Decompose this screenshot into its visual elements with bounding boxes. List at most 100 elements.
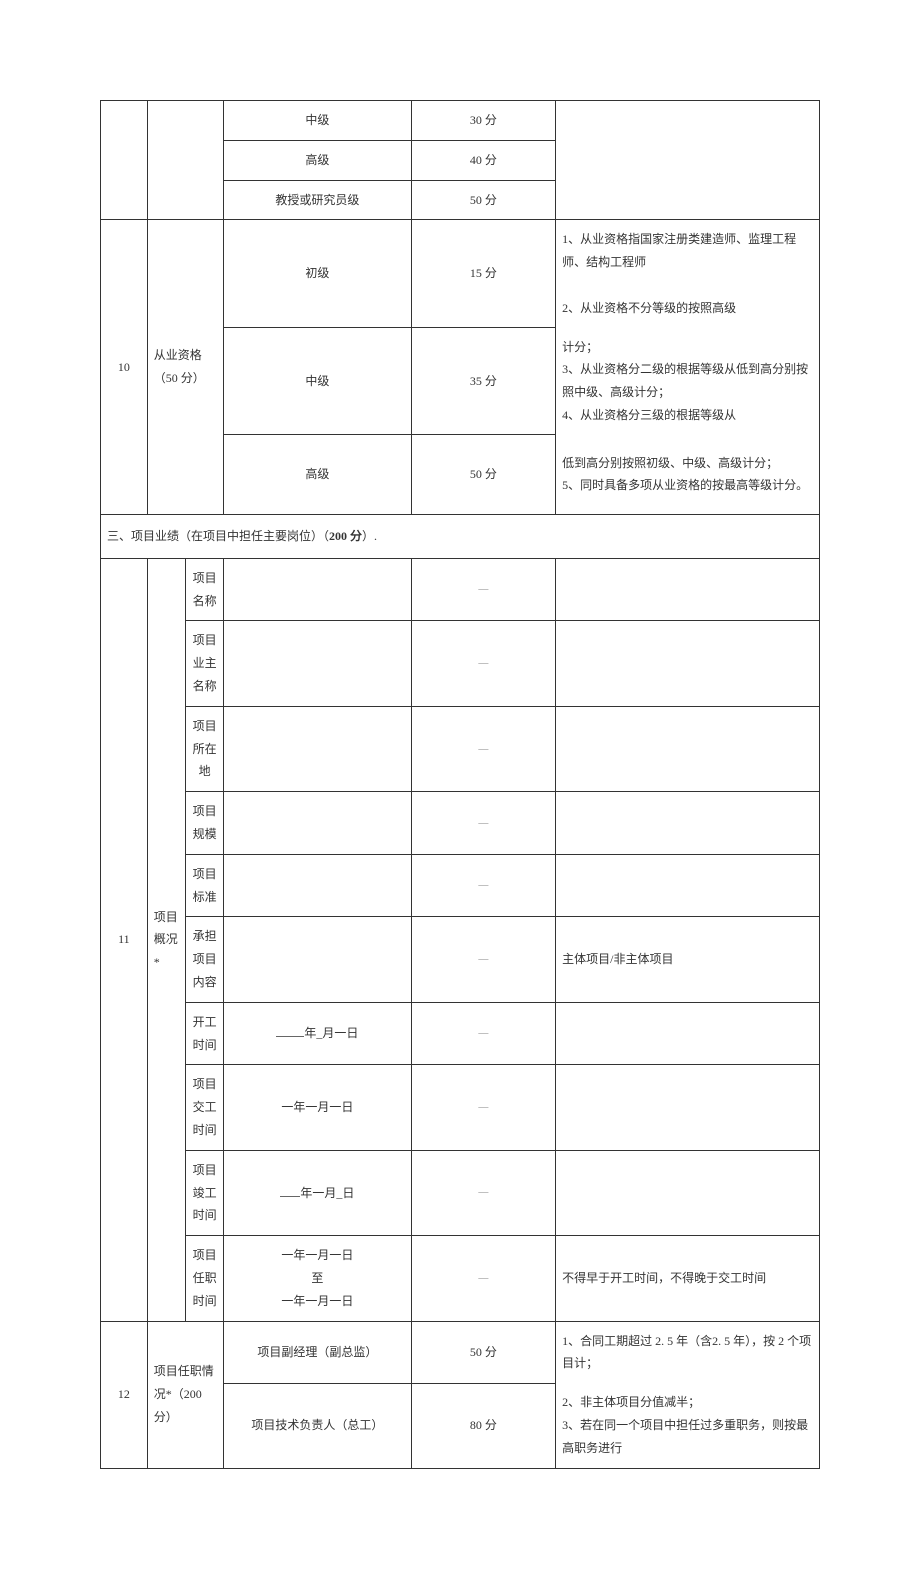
row-10-note2b: 计分； xyxy=(562,340,598,354)
row-11-service-time-line1: 一年一月一日 xyxy=(281,1248,353,1262)
row-10-note-bot: 低到高分别按照初级、中级、高级计分； 5、同时具备多项从业资格的按最高等级计分。 xyxy=(556,435,820,515)
row-11-item-0-value xyxy=(224,558,411,621)
row-11-service-time-note: 不得早于开工时间，不得晚于交工时间 xyxy=(556,1236,820,1321)
row-10-level-low-name: 初级 xyxy=(224,220,411,328)
row-9-level-high-score: 40 分 xyxy=(411,140,556,180)
row-11-start-time-dash: — xyxy=(411,1002,556,1065)
row-12-role-1-score: 80 分 xyxy=(411,1383,556,1468)
row-11-start-time-value: 年_月一日 xyxy=(224,1002,411,1065)
row-12-note-top: 1、合同工期超过 2. 5 年（含2. 5 年），按 2 个项目计； xyxy=(556,1321,820,1383)
row-11-complete-time-suffix: 年一月_日 xyxy=(300,1186,354,1200)
row-11-delivery-time-value: 一年一月一日 xyxy=(224,1065,411,1150)
row-12-role-0-score: 50 分 xyxy=(411,1321,556,1383)
row-11-item-1-note xyxy=(556,621,820,706)
row-9-level-high-name: 高级 xyxy=(224,140,411,180)
row-11-item-4: 项目标准 — xyxy=(101,854,820,917)
row-11-item-0: 11 项目概况* 项目名称 — xyxy=(101,558,820,621)
row-11-item-3-value xyxy=(224,792,411,855)
row-11-num: 11 xyxy=(101,558,148,1321)
row-9-level-mid-name: 中级 xyxy=(224,101,411,141)
row-11-item-1: 项目业主名称 — xyxy=(101,621,820,706)
row-12-num: 12 xyxy=(101,1321,148,1468)
row-10-note1: 1、从业资格指国家注册类建造师、监理工程师、结构工程师 xyxy=(562,232,796,269)
row-11-item-0-dash: — xyxy=(411,558,556,621)
row-11-delivery-time-label: 项目交工时间 xyxy=(186,1065,224,1150)
row-10-note4b: 低到高分别按照初级、中级、高级计分； xyxy=(562,456,778,470)
row-12-role-1-name: 项目技术负责人（总工） xyxy=(224,1383,411,1468)
row-10-num: 10 xyxy=(101,220,148,515)
row-11-start-time-label: 开工时间 xyxy=(186,1002,224,1065)
row-11-item-4-value xyxy=(224,854,411,917)
row-11-start-time-note xyxy=(556,1002,820,1065)
row-11-item-2-value xyxy=(224,706,411,791)
row-11-item-5-label: 承担项目内容 xyxy=(186,917,224,1002)
row-12-note3: 3、若在同一个项目中担任过多重职务，则按最高职务进行 xyxy=(562,1418,808,1455)
row-11-item-4-note xyxy=(556,854,820,917)
row-11-item-1-dash: — xyxy=(411,621,556,706)
row-10-note3: 3、从业资格分二级的根据等级从低到高分别按照中级、高级计分； xyxy=(562,362,808,399)
row-12-title: 项目任职情况*（200 分） xyxy=(147,1321,224,1468)
row-11-service-time-label: 项目任职时间 xyxy=(186,1236,224,1321)
section-3-prefix: 三、项目业绩（在项目中担任主要岗位）（ xyxy=(107,529,329,543)
row-11-item-2-note xyxy=(556,706,820,791)
section-3-suffix: ）. xyxy=(362,529,377,543)
row-11-start-time: 开工时间 年_月一日 — xyxy=(101,1002,820,1065)
row-12-note-bot: 2、非主体项目分值减半； 3、若在同一个项目中担任过多重职务，则按最高职务进行 xyxy=(556,1383,820,1468)
row-11-complete-time-dash: — xyxy=(411,1150,556,1235)
row-11-service-time-line2: 一年一月一日 xyxy=(281,1294,353,1308)
row-11-item-3-label: 项目规模 xyxy=(186,792,224,855)
row-10-note5: 5、同时具备多项从业资格的按最高等级计分。 xyxy=(562,478,808,492)
row-11-complete-time-note xyxy=(556,1150,820,1235)
section-3-header: 三、项目业绩（在项目中担任主要岗位）（200 分）. xyxy=(101,515,820,559)
row-11-item-3-dash: — xyxy=(411,792,556,855)
row-12-note1: 1、合同工期超过 2. 5 年（含2. 5 年），按 2 个项目计； xyxy=(562,1334,811,1371)
row-11-item-5-note: 主体项目/非主体项目 xyxy=(556,917,820,1002)
row-11-item-2-label: 项目所在地 xyxy=(186,706,224,791)
row-11-item-2: 项目所在地 — xyxy=(101,706,820,791)
row-9-level-mid-score: 30 分 xyxy=(411,101,556,141)
row-12-role-0: 12 项目任职情况*（200 分） 项目副经理（副总监） 50 分 1、合同工期… xyxy=(101,1321,820,1383)
row-10-title: 从业资格（50 分） xyxy=(147,220,224,515)
section-3-header-row: 三、项目业绩（在项目中担任主要岗位）（200 分）. xyxy=(101,515,820,559)
row-11-item-5-dash: — xyxy=(411,917,556,1002)
row-11-item-0-label: 项目名称 xyxy=(186,558,224,621)
row-11-item-4-label: 项目标准 xyxy=(186,854,224,917)
row-11-item-3: 项目规模 — xyxy=(101,792,820,855)
row-11-service-time-value: 一年一月一日 至 一年一月一日 xyxy=(224,1236,411,1321)
section-3-bold: 200 分 xyxy=(329,529,362,543)
row-11-item-1-value xyxy=(224,621,411,706)
main-table: 中级 30 分 高级 40 分 教授或研究员级 50 分 10 从业资格（50 … xyxy=(100,100,820,1469)
row-9-level-mid: 中级 30 分 xyxy=(101,101,820,141)
row-10-level-mid-name: 中级 xyxy=(224,328,411,435)
row-11-item-0-note xyxy=(556,558,820,621)
row-9-title-empty xyxy=(147,101,224,220)
row-11-item-2-dash: — xyxy=(411,706,556,791)
row-10-level-low: 10 从业资格（50 分） 初级 15 分 1、从业资格指国家注册类建造师、监理… xyxy=(101,220,820,328)
row-10-note-mid: 计分； 3、从业资格分二级的根据等级从低到高分别按照中级、高级计分； 4、从业资… xyxy=(556,328,820,435)
row-10-level-mid-score: 35 分 xyxy=(411,328,556,435)
row-11-item-5-value xyxy=(224,917,411,1002)
row-11-title: 项目概况* xyxy=(147,558,185,1321)
row-10-level-high-name: 高级 xyxy=(224,435,411,515)
row-11-item-3-note xyxy=(556,792,820,855)
row-10-level-low-score: 15 分 xyxy=(411,220,556,328)
row-9-level-prof-name: 教授或研究员级 xyxy=(224,180,411,220)
row-11-service-time-mid: 至 xyxy=(311,1271,323,1285)
row-9-note-empty xyxy=(556,101,820,220)
row-10-note-top: 1、从业资格指国家注册类建造师、监理工程师、结构工程师 2、从业资格不分等级的按… xyxy=(556,220,820,328)
row-11-delivery-time-dash: — xyxy=(411,1065,556,1150)
row-11-delivery-time-note xyxy=(556,1065,820,1150)
row-11-complete-time-label: 项目竣工时间 xyxy=(186,1150,224,1235)
row-9-num-empty xyxy=(101,101,148,220)
row-11-complete-time-value: 年一月_日 xyxy=(224,1150,411,1235)
row-11-complete-time: 项目竣工时间 年一月_日 — xyxy=(101,1150,820,1235)
row-11-service-time: 项目任职时间 一年一月一日 至 一年一月一日 — 不得早于开工时间，不得晚于交工… xyxy=(101,1236,820,1321)
row-11-item-5: 承担项目内容 — 主体项目/非主体项目 xyxy=(101,917,820,1002)
row-11-delivery-time: 项目交工时间 一年一月一日 — xyxy=(101,1065,820,1150)
row-11-start-time-suffix: 年_月一日 xyxy=(304,1026,358,1040)
row-11-service-time-dash: — xyxy=(411,1236,556,1321)
row-11-item-4-dash: — xyxy=(411,854,556,917)
row-10-note2a: 2、从业资格不分等级的按照高级 xyxy=(562,301,736,315)
row-10-level-high-score: 50 分 xyxy=(411,435,556,515)
row-11-item-1-label: 项目业主名称 xyxy=(186,621,224,706)
